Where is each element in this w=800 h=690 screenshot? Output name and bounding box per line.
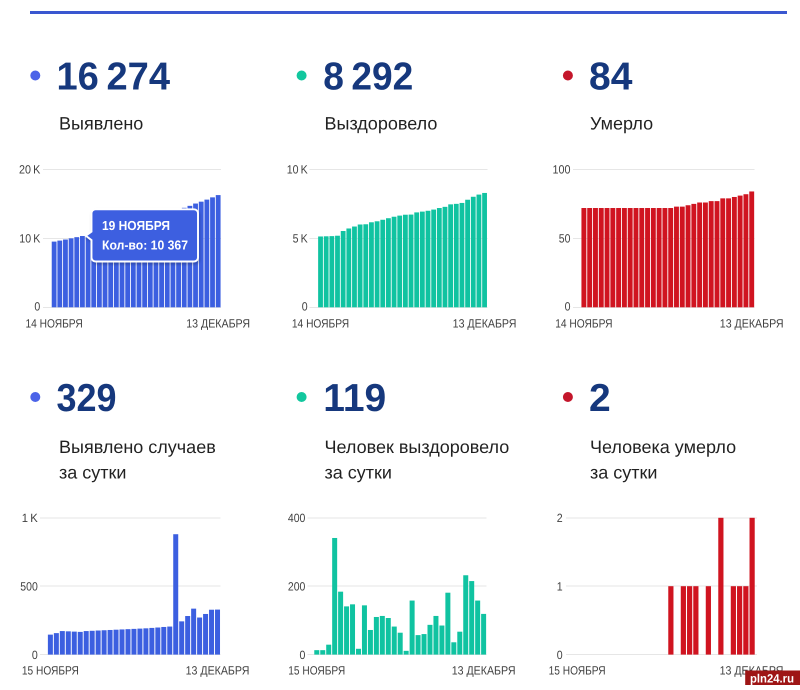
svg-text:14 НОЯБРЯ: 14 НОЯБРЯ xyxy=(25,316,82,330)
svg-text:13 ДЕКАБРЯ: 13 ДЕКАБРЯ xyxy=(452,664,516,678)
svg-text:0: 0 xyxy=(300,648,306,662)
svg-text:2: 2 xyxy=(589,377,611,420)
svg-text:0: 0 xyxy=(32,648,38,662)
svg-text:pln24.ru: pln24.ru xyxy=(750,671,794,685)
svg-text:119: 119 xyxy=(323,377,386,420)
svg-text:13 ДЕКАБРЯ: 13 ДЕКАБРЯ xyxy=(186,664,250,678)
svg-text:0: 0 xyxy=(557,648,563,662)
svg-text:Человека умерло: Человека умерло xyxy=(590,437,736,457)
svg-text:0: 0 xyxy=(302,300,308,314)
svg-text:15 НОЯБРЯ: 15 НОЯБРЯ xyxy=(22,664,79,678)
svg-text:1: 1 xyxy=(557,579,563,593)
svg-text:84: 84 xyxy=(589,56,633,99)
svg-text:за сутки: за сутки xyxy=(325,463,392,483)
svg-text:Выздоровело: Выздоровело xyxy=(325,114,438,134)
svg-text:Кол-во: 10 367: Кол-во: 10 367 xyxy=(102,238,188,253)
svg-text:0: 0 xyxy=(34,300,40,314)
svg-text:за сутки: за сутки xyxy=(590,463,657,483)
svg-text:15 НОЯБРЯ: 15 НОЯБРЯ xyxy=(288,664,345,678)
svg-text:8 292: 8 292 xyxy=(323,56,413,99)
svg-text:2: 2 xyxy=(557,511,563,525)
svg-text:19 НОЯБРЯ: 19 НОЯБРЯ xyxy=(102,218,170,233)
svg-text:0: 0 xyxy=(565,300,571,314)
svg-text:1 K: 1 K xyxy=(22,511,38,525)
svg-text:200: 200 xyxy=(288,579,306,593)
svg-text:500: 500 xyxy=(20,579,38,593)
svg-text:13 ДЕКАБРЯ: 13 ДЕКАБРЯ xyxy=(720,316,784,330)
svg-text:100: 100 xyxy=(553,163,571,177)
svg-text:20 K: 20 K xyxy=(19,163,40,177)
svg-text:10 K: 10 K xyxy=(19,232,40,246)
svg-text:Выявлено: Выявлено xyxy=(59,114,143,134)
svg-text:Человек выздоровело: Человек выздоровело xyxy=(325,437,510,457)
svg-text:400: 400 xyxy=(288,511,306,525)
svg-text:Выявлено случаев: Выявлено случаев xyxy=(59,437,216,457)
svg-text:50: 50 xyxy=(559,232,571,246)
svg-text:13 ДЕКАБРЯ: 13 ДЕКАБРЯ xyxy=(453,316,517,330)
svg-text:14 НОЯБРЯ: 14 НОЯБРЯ xyxy=(292,316,349,330)
svg-text:Умерло: Умерло xyxy=(590,114,653,134)
svg-text:13 ДЕКАБРЯ: 13 ДЕКАБРЯ xyxy=(186,316,250,330)
svg-text:14 НОЯБРЯ: 14 НОЯБРЯ xyxy=(555,316,612,330)
svg-text:5 K: 5 K xyxy=(293,232,308,246)
svg-text:329: 329 xyxy=(57,377,117,420)
svg-text:10 K: 10 K xyxy=(287,163,308,177)
svg-text:15 НОЯБРЯ: 15 НОЯБРЯ xyxy=(549,664,606,678)
svg-text:16 274: 16 274 xyxy=(57,56,171,99)
svg-text:за сутки: за сутки xyxy=(59,463,126,483)
